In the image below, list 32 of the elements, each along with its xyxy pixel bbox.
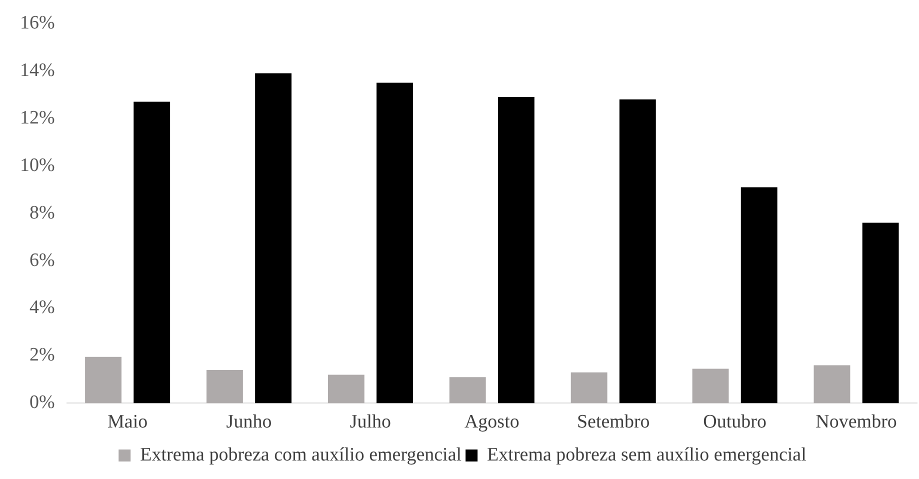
bar <box>570 372 608 404</box>
x-tick-label: Agosto <box>464 412 520 433</box>
x-tick-label: Outubro <box>703 412 766 433</box>
bar <box>814 365 850 404</box>
bar <box>619 99 656 404</box>
y-tick-label: 12% <box>20 107 55 128</box>
y-tick-label: 16% <box>20 12 55 34</box>
y-tick-label: 10% <box>20 154 55 176</box>
y-tick-label: 8% <box>30 202 55 224</box>
y-tick-label: 4% <box>30 297 55 318</box>
y-tick-label: 6% <box>30 250 55 271</box>
bar <box>692 368 729 404</box>
legend-label: Extrema pobreza sem auxílio emergencial <box>487 444 806 466</box>
bar <box>862 222 899 404</box>
bar <box>498 96 534 404</box>
bar <box>449 377 486 404</box>
x-tick-label: Setembro <box>576 412 650 433</box>
bar <box>255 73 292 404</box>
bar <box>134 102 170 404</box>
x-tick-label: Julho <box>350 412 392 433</box>
bar <box>328 374 364 404</box>
y-tick-label: 0% <box>30 392 55 414</box>
bar <box>85 356 122 404</box>
x-tick-label: Junho <box>226 412 272 433</box>
bar <box>740 187 778 404</box>
x-tick-label: Novembro <box>816 412 897 433</box>
y-tick-label: 2% <box>30 344 55 366</box>
bar <box>376 82 413 404</box>
y-tick-label: 14% <box>20 60 55 81</box>
x-tick-label: Maio <box>108 412 148 433</box>
legend-label: Extrema pobreza com auxílio emergencial <box>140 444 462 466</box>
bar <box>206 370 243 404</box>
